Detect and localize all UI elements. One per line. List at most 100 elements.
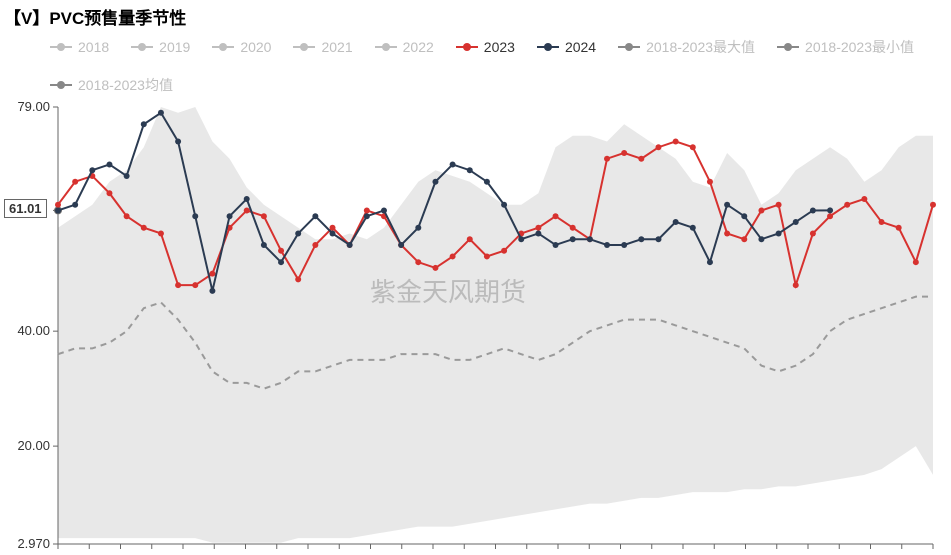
series-2024-point bbox=[415, 225, 421, 231]
legend-item[interactable]: 2023 bbox=[456, 35, 515, 59]
series-2023-point bbox=[655, 144, 661, 150]
series-2023-point bbox=[72, 179, 78, 185]
series-2023-point bbox=[758, 207, 764, 213]
series-2024-point bbox=[604, 242, 610, 248]
series-2023-point bbox=[106, 190, 112, 196]
legend-label: 2021 bbox=[321, 35, 352, 59]
series-2023-point bbox=[55, 202, 61, 208]
series-2023-point bbox=[295, 276, 301, 282]
legend-label: 2024 bbox=[565, 35, 596, 59]
series-2023-point bbox=[930, 202, 936, 208]
series-2023-point bbox=[141, 225, 147, 231]
legend-label: 2019 bbox=[159, 35, 190, 59]
series-2023-point bbox=[724, 230, 730, 236]
series-2023-point bbox=[604, 156, 610, 162]
series-2024-point bbox=[655, 236, 661, 242]
legend-item[interactable]: 2021 bbox=[293, 35, 352, 59]
series-2023-point bbox=[673, 138, 679, 144]
y-tick-label: 79.00 bbox=[17, 99, 50, 114]
series-2024-point bbox=[175, 138, 181, 144]
series-2023-point bbox=[827, 213, 833, 219]
y-tick-label: 40.00 bbox=[17, 323, 50, 338]
series-2024-point bbox=[398, 242, 404, 248]
legend: 2018 2019 2020 2021 2022 2023 2024 2018-2023最大值… bbox=[0, 31, 951, 97]
series-2024-point bbox=[192, 213, 198, 219]
legend-item[interactable]: 2020 bbox=[212, 35, 271, 59]
legend-item[interactable]: 2018-2023均值 bbox=[50, 73, 173, 97]
y-tick-label: 20.00 bbox=[17, 438, 50, 453]
series-2023-point bbox=[415, 259, 421, 265]
legend-label: 2018-2023最大值 bbox=[646, 35, 755, 59]
series-2023-point bbox=[913, 259, 919, 265]
series-2023-point bbox=[330, 225, 336, 231]
legend-swatch bbox=[777, 46, 799, 48]
series-2024-point bbox=[347, 242, 353, 248]
series-2023-point bbox=[553, 213, 559, 219]
legend-swatch bbox=[131, 46, 153, 48]
series-2024-point bbox=[758, 236, 764, 242]
series-2024-point bbox=[432, 179, 438, 185]
series-2024-point bbox=[312, 213, 318, 219]
series-2024-point bbox=[810, 207, 816, 213]
series-2023-point bbox=[707, 179, 713, 185]
range-band bbox=[58, 107, 933, 543]
series-2023-point bbox=[690, 144, 696, 150]
series-2023-point bbox=[861, 196, 867, 202]
legend-swatch bbox=[50, 46, 72, 48]
series-2024-point bbox=[106, 161, 112, 167]
series-2023-point bbox=[278, 248, 284, 254]
legend-label: 2018-2023最小值 bbox=[805, 35, 914, 59]
series-2023-point bbox=[879, 219, 885, 225]
series-2024-point bbox=[124, 173, 130, 179]
series-2024-point bbox=[673, 219, 679, 225]
series-2024-point bbox=[55, 207, 61, 213]
legend-item[interactable]: 2018-2023最大值 bbox=[618, 35, 755, 59]
series-2024-point bbox=[776, 230, 782, 236]
series-2023-point bbox=[621, 150, 627, 156]
plot-area: 79.0040.0020.002.97001-0101-2702-2203-19… bbox=[0, 97, 951, 555]
series-2024-point bbox=[295, 230, 301, 236]
series-2023-point bbox=[209, 271, 215, 277]
legend-swatch bbox=[50, 84, 72, 86]
y-current-value-box: 61.01 bbox=[4, 199, 47, 218]
legend-swatch bbox=[293, 46, 315, 48]
series-2024-point bbox=[553, 242, 559, 248]
series-2024-point bbox=[89, 167, 95, 173]
series-2024-point bbox=[518, 236, 524, 242]
series-2023-point bbox=[175, 282, 181, 288]
series-2024-point bbox=[621, 242, 627, 248]
series-2023-point bbox=[158, 230, 164, 236]
series-2023-point bbox=[793, 282, 799, 288]
series-2024-point bbox=[467, 167, 473, 173]
legend-item[interactable]: 2018 bbox=[50, 35, 109, 59]
series-2023-point bbox=[741, 236, 747, 242]
series-2023-point bbox=[364, 207, 370, 213]
series-2024-point bbox=[261, 242, 267, 248]
series-2024-point bbox=[570, 236, 576, 242]
legend-label: 2018 bbox=[78, 35, 109, 59]
series-2024-point bbox=[707, 259, 713, 265]
series-2024-point bbox=[330, 230, 336, 236]
legend-label: 2023 bbox=[484, 35, 515, 59]
series-2024-point bbox=[278, 259, 284, 265]
legend-item[interactable]: 2024 bbox=[537, 35, 596, 59]
legend-item[interactable]: 2018-2023最小值 bbox=[777, 35, 914, 59]
legend-item[interactable]: 2022 bbox=[375, 35, 434, 59]
series-2023-point bbox=[467, 236, 473, 242]
series-2023-point bbox=[432, 265, 438, 271]
series-2024-point bbox=[587, 236, 593, 242]
legend-item[interactable]: 2019 bbox=[131, 35, 190, 59]
series-2024-point bbox=[381, 207, 387, 213]
series-2024-point bbox=[227, 213, 233, 219]
chart-svg: 79.0040.0020.002.97001-0101-2702-2203-19… bbox=[0, 97, 951, 555]
series-2023-point bbox=[570, 225, 576, 231]
series-2024-point bbox=[690, 225, 696, 231]
y-tick-label: 2.970 bbox=[17, 536, 50, 551]
series-2024-point bbox=[244, 196, 250, 202]
legend-label: 2022 bbox=[403, 35, 434, 59]
legend-swatch bbox=[537, 46, 559, 48]
legend-swatch bbox=[618, 46, 640, 48]
series-2024-point bbox=[450, 161, 456, 167]
series-2023-point bbox=[124, 213, 130, 219]
series-2023-point bbox=[261, 213, 267, 219]
